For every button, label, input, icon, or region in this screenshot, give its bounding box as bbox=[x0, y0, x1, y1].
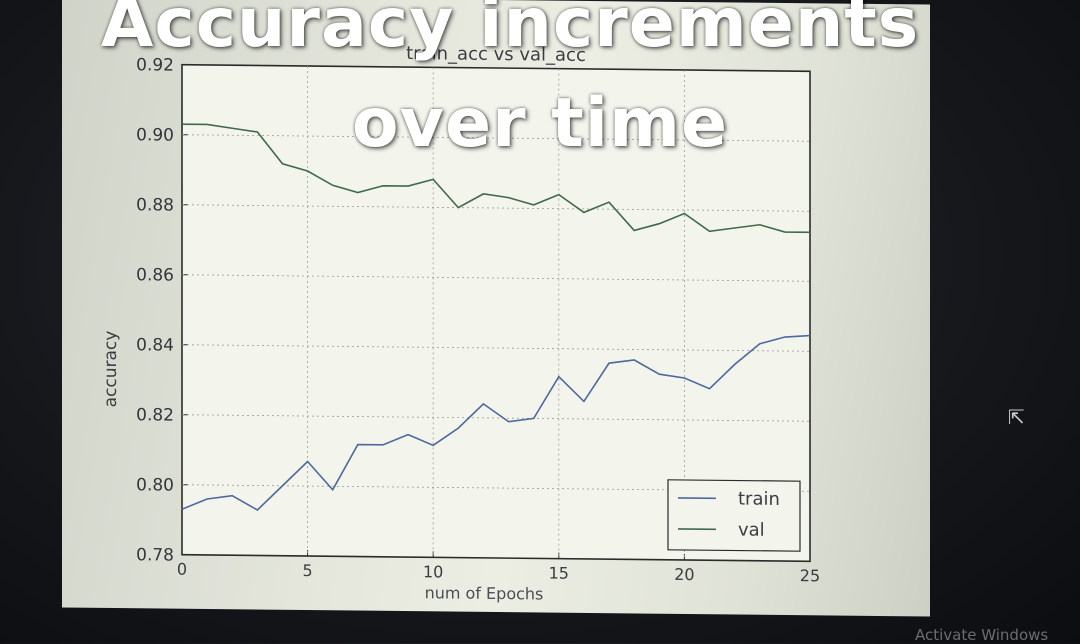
y-tick-label: 0.92 bbox=[136, 55, 174, 75]
legend-label-val: val bbox=[738, 520, 765, 541]
legend-label-train: train bbox=[738, 489, 780, 510]
mouse-pointer-icon: ⇱ bbox=[1008, 405, 1025, 429]
legend-box bbox=[668, 480, 800, 551]
x-tick-label: 5 bbox=[303, 561, 313, 580]
x-tick-label: 10 bbox=[423, 562, 443, 581]
monitor-screen: 0 5 10 15 20 25 0.78 0.80 0.82 0.84 0.86 0.88 0.90 0.… bbox=[62, 0, 930, 617]
y-tick-label: 0.80 bbox=[136, 475, 174, 495]
y-tick-label: 0.86 bbox=[136, 265, 174, 285]
y-axis-label: accuracy bbox=[101, 331, 121, 408]
x-axis-label: num of Epochs bbox=[425, 583, 544, 603]
x-tick-label: 25 bbox=[800, 566, 820, 585]
chart-title: train_acc vs val_acc bbox=[406, 43, 586, 66]
y-tick-label: 0.84 bbox=[136, 335, 174, 355]
y-tick-label: 0.90 bbox=[136, 125, 174, 145]
x-tick-label: 0 bbox=[177, 560, 187, 579]
x-tick-label: 15 bbox=[549, 564, 569, 583]
y-tick-label: 0.82 bbox=[136, 405, 174, 425]
y-tick-label: 0.88 bbox=[136, 195, 174, 215]
legend: train val bbox=[668, 480, 800, 551]
chart: 0 5 10 15 20 25 0.78 0.80 0.82 0.84 0.86 0.88 0.90 0.… bbox=[62, 0, 930, 617]
os-watermark: Activate Windows bbox=[915, 626, 1048, 644]
x-tick-label: 20 bbox=[674, 565, 694, 584]
y-tick-label: 0.78 bbox=[136, 545, 174, 565]
